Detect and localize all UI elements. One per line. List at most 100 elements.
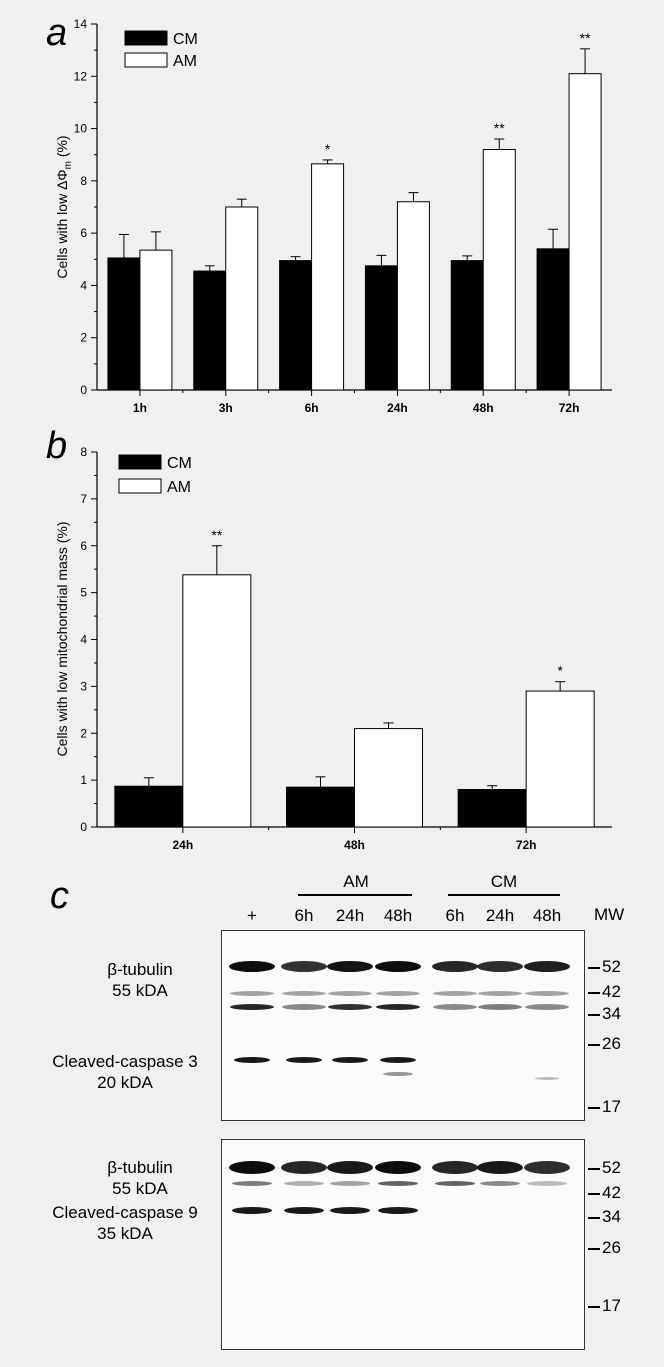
mw-tick [588, 1044, 600, 1046]
band-nonspecific [525, 991, 569, 996]
chart-a-x-tick-label: 3h [219, 401, 233, 415]
beta-tubulin-label-2: β-tubulin 55 kDA [60, 1157, 220, 1199]
blot-membrane-1 [221, 930, 585, 1121]
chart-a-bar-cm [193, 270, 227, 391]
band-34kda [230, 1004, 274, 1010]
chart-a-significance: * [325, 141, 331, 157]
chart-b-bar-cm [457, 789, 527, 828]
chart-a-y-tick-label: 6 [80, 226, 87, 240]
chart-a-x-tick-label: 24h [387, 401, 408, 415]
chart-b-bar-am [182, 574, 252, 828]
chart-b-bar-am [525, 690, 595, 828]
mw-tick [588, 1107, 600, 1109]
band-nonspecific [282, 991, 326, 996]
chart-a-legend-label-am: AM [173, 53, 197, 70]
chart-a-x-tick-label: 48h [473, 401, 494, 415]
caspase3-name: Cleaved-caspase 3 [52, 1052, 198, 1071]
chart-a-bar-cm [536, 248, 570, 391]
chart-a-bar-am [225, 206, 259, 391]
chart-b-y-tick-label: 6 [80, 539, 87, 553]
chart-a-bar-cm [364, 265, 398, 391]
band-beta-tubulin [375, 1161, 421, 1174]
chart-b-bar-cm [286, 786, 355, 828]
chart-a-y-tick-label: 8 [80, 174, 87, 188]
band-nonspecific [478, 991, 522, 996]
band-nonspecific [328, 991, 372, 996]
chart-a-bar-am [139, 249, 173, 391]
band-beta-tubulin [229, 961, 275, 972]
lane-label: 6h [294, 906, 314, 925]
band-nonspecific [330, 1181, 370, 1186]
band-nonspecific [232, 1181, 272, 1186]
mw-label: 34 [602, 1207, 621, 1226]
band-nonspecific [378, 1181, 418, 1186]
chart-b: 0 1 2 3 4 5 6 7 8 24h ** 48h 72h * CM AM Cells with low … [54, 445, 612, 852]
group-line-am [298, 894, 412, 896]
chart-a-bar-am [311, 163, 345, 391]
band-beta-tubulin [229, 1161, 275, 1174]
mw-label: 34 [602, 1004, 621, 1023]
chart-b-y-tick-label: 4 [80, 633, 87, 647]
band-34kda [525, 1004, 569, 1010]
beta-tubulin-kda-2: 55 kDA [112, 1179, 168, 1198]
panel-letter-b: b [46, 425, 68, 467]
group-line-cm [448, 894, 560, 896]
lane-label: + [247, 906, 257, 925]
mw-label: 52 [602, 957, 621, 976]
band-beta-tubulin [477, 1161, 523, 1174]
band-beta-tubulin [327, 961, 373, 972]
band-beta-tubulin [281, 1161, 327, 1174]
band-nonspecific [527, 1181, 567, 1186]
band-34kda [478, 1004, 522, 1010]
chart-b-legend-swatch-cm [118, 454, 162, 470]
band-nonspecific [376, 991, 420, 996]
caspase3-kda: 20 kDA [97, 1073, 153, 1092]
chart-a-bar-am [568, 73, 602, 391]
mw-tick [588, 1306, 600, 1308]
chart-a-significance: ** [494, 120, 505, 136]
band-34kda [328, 1004, 372, 1010]
band-cleaved-caspase-3 [332, 1057, 368, 1063]
chart-a-y-axis-label: Cells with low ΔΦm (%) [54, 135, 74, 278]
mw-tick [588, 992, 600, 994]
chart-a-y-tick-label: 4 [80, 278, 87, 292]
beta-tubulin-kda-1: 55 kDA [112, 981, 168, 1000]
chart-a-y-tick-label: 10 [74, 122, 88, 136]
band-cleaved-caspase-9 [378, 1207, 418, 1214]
group-label-am: AM [343, 872, 369, 891]
blot-membrane-2 [221, 1139, 585, 1350]
chart-b-y-tick-label: 2 [80, 726, 87, 740]
chart-a-y-tick-label: 0 [80, 383, 87, 397]
mw-label: 17 [602, 1296, 621, 1315]
chart-b-bar-am [354, 728, 423, 828]
band-nonspecific [480, 1181, 520, 1186]
chart-b-legend-label-cm: CM [167, 455, 192, 472]
lane-label: 24h [335, 906, 365, 925]
band-nonspecific [230, 991, 274, 996]
lane-label: 6h [445, 906, 465, 925]
chart-a-x-tick-label: 6h [305, 401, 319, 415]
band-cleaved-caspase-9 [330, 1207, 370, 1214]
beta-tubulin-name-2: β-tubulin [107, 1158, 173, 1177]
band-cleaved-caspase-3 [286, 1057, 322, 1063]
band-beta-tubulin [281, 961, 327, 972]
band-beta-tubulin [375, 961, 421, 972]
band-nonspecific [435, 1181, 475, 1186]
chart-b-legend-label-am: AM [167, 479, 191, 496]
chart-b-x-tick-label: 48h [344, 838, 365, 852]
chart-a-legend-swatch-am [124, 52, 168, 68]
band-beta-tubulin [432, 961, 478, 972]
caspase9-kda: 35 kDA [97, 1224, 153, 1243]
band-beta-tubulin [327, 1161, 373, 1174]
chart-b-y-tick-label: 1 [80, 773, 87, 787]
lane-label: 48h [383, 906, 413, 925]
chart-b-y-tick-label: 7 [80, 492, 87, 506]
band-cleaved-caspase-9 [284, 1207, 324, 1214]
panel-letter-a: a [46, 12, 68, 54]
mw-tick [588, 1193, 600, 1195]
chart-a-legend-swatch-cm [124, 30, 168, 46]
chart-a-y-tick-label: 12 [74, 69, 88, 83]
chart-b-x-tick-label: 72h [516, 838, 537, 852]
band-cleaved-caspase-3 [234, 1057, 270, 1063]
chart-b-y-tick-label: 5 [80, 586, 87, 600]
